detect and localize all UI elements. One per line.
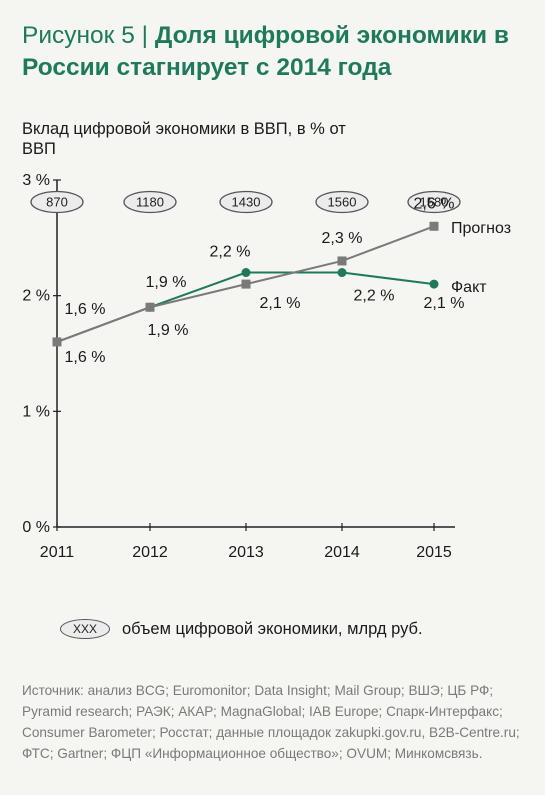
x-tick-label: 2013 <box>228 544 264 561</box>
volume-oval <box>123 190 177 214</box>
line-chart: 0 % 1 % 2 % 3 % 2011 2012 2013 2014 2015 870 1180 1… <box>22 172 511 561</box>
fact-data-label: 1,9 % <box>146 274 187 291</box>
y-tick-label: 2 % <box>22 288 50 305</box>
x-tick-label: 2014 <box>324 544 360 561</box>
legend: XXX объем цифровой экономики, млрд руб. <box>60 617 423 641</box>
figure-title: Доля цифровой экономики в России стагнир… <box>22 22 509 81</box>
fact-data-label: 1,6 % <box>65 301 106 318</box>
volume-label: 1580 <box>420 195 449 210</box>
fact-point <box>241 268 251 278</box>
forecast-point <box>52 337 62 347</box>
volume-label: 1180 <box>136 195 164 210</box>
y-tick-label: 3 % <box>22 172 50 189</box>
forecast-data-label: 1,9 % <box>148 322 189 339</box>
x-tick-label: 2015 <box>416 544 452 561</box>
page-title: Рисунок 5 | Доля цифровой экономики в Ро… <box>22 20 532 84</box>
fact-point <box>337 268 347 278</box>
source-note: Источник: анализ BCG; Euromonitor; Data … <box>22 683 520 761</box>
forecast-point <box>241 279 251 289</box>
forecast-data-label: 2,6 % <box>414 195 455 212</box>
volume-label: 1560 <box>328 195 357 210</box>
volume-oval <box>407 190 461 214</box>
fact-data-label: 2,2 % <box>354 288 395 305</box>
forecast-data-label: 2,3 % <box>322 230 363 247</box>
forecast-data-label: 1,6 % <box>65 349 106 366</box>
y-axis-label: Вклад цифровой экономики в ВВП, в % от В… <box>22 120 346 158</box>
x-tick-label: 2012 <box>132 544 168 561</box>
forecast-point <box>145 302 155 312</box>
fact-point <box>429 279 439 289</box>
volume-oval <box>315 190 369 214</box>
y-tick-label: 1 % <box>22 403 50 420</box>
series-label-fact: Факт <box>451 279 487 296</box>
series-label-forecast: Прогноз <box>451 220 511 237</box>
forecast-point <box>337 256 347 266</box>
fact-data-label: 2,2 % <box>210 244 251 261</box>
volume-label: 1430 <box>232 195 261 210</box>
y-tick-label: 0 % <box>22 519 50 536</box>
forecast-data-label: 2,1 % <box>260 295 301 312</box>
legend-text: объем цифровой экономики, млрд руб. <box>122 619 423 638</box>
volume-label: 870 <box>46 195 68 210</box>
forecast-point <box>429 221 439 231</box>
volume-oval <box>30 190 84 214</box>
volume-oval <box>219 190 273 214</box>
figure-number: Рисунок 5 | <box>22 22 155 49</box>
x-tick-label: 2011 <box>40 544 75 561</box>
legend-oval: XXX <box>60 619 110 639</box>
fact-data-label: 2,1 % <box>424 295 465 312</box>
